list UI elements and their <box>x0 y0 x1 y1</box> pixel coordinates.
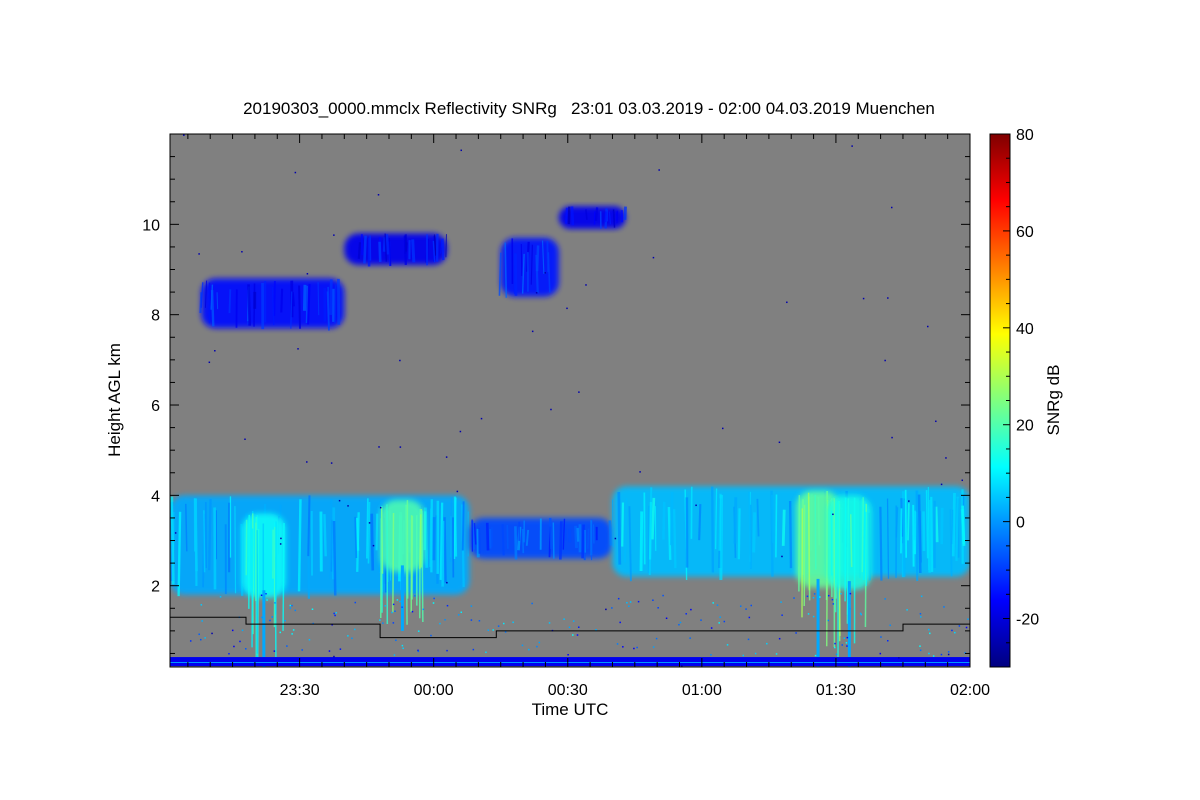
colorbar-tick-label: 40 <box>1016 321 1034 338</box>
x-tick-label: 02:00 <box>950 682 990 699</box>
black-step-line <box>170 616 970 639</box>
echo-region-lower-cloud-east <box>612 486 970 582</box>
y-axis-label: Height AGL km <box>105 343 124 457</box>
y-tick-label: 10 <box>142 217 160 234</box>
echo-region-lower-cloud-middle <box>469 517 613 561</box>
x-tick-label: 00:30 <box>548 682 588 699</box>
colorbar-label: SNRg dB <box>1044 365 1063 436</box>
precip-core-4 <box>827 495 872 667</box>
colorbar-tick-label: -20 <box>1016 612 1039 629</box>
y-tick-label: 4 <box>151 488 160 505</box>
x-tick-label: 01:00 <box>682 682 722 699</box>
echo-layer <box>170 134 970 667</box>
echo-region-upper-cloud-east-top <box>558 206 627 229</box>
x-tick-label: 00:00 <box>414 682 454 699</box>
echo-region-lower-cloud-west <box>170 495 470 599</box>
colorbar-tick-label: 20 <box>1016 418 1034 435</box>
x-tick-label: 01:30 <box>816 682 856 699</box>
echo-region-upper-cloud-east <box>498 237 559 298</box>
y-tick-label: 2 <box>151 579 160 596</box>
noise-speckle <box>174 134 969 667</box>
chart-title: 20190303_0000.mmclx Reflectivity SNRg 23… <box>243 99 935 118</box>
x-axis-ticks: 23:30 00:00 00:30 01:00 01:30 02:00 <box>187 134 990 699</box>
y-tick-label: 8 <box>151 308 160 325</box>
y-axis-ticks: 2 4 6 8 10 <box>142 133 970 654</box>
colorbar-tick-label: 80 <box>1016 127 1034 144</box>
echo-region-upper-cloud-west <box>199 278 345 331</box>
colorbar-tick-label: 0 <box>1016 515 1025 532</box>
x-axis-label: Time UTC <box>532 700 609 719</box>
plot-frame <box>169 133 971 668</box>
x-tick-label: 23:30 <box>280 682 320 699</box>
colorbar-ticks: -20 0 20 40 60 80 <box>1003 127 1039 668</box>
precip-core-2 <box>380 499 425 631</box>
echo-region-upper-cloud-fragments <box>344 233 448 267</box>
precip-core-1 <box>241 513 286 667</box>
y-tick-label: 6 <box>151 398 160 415</box>
colorbar-tick-label: 60 <box>1016 224 1034 241</box>
surface-clutter-band <box>170 657 970 667</box>
